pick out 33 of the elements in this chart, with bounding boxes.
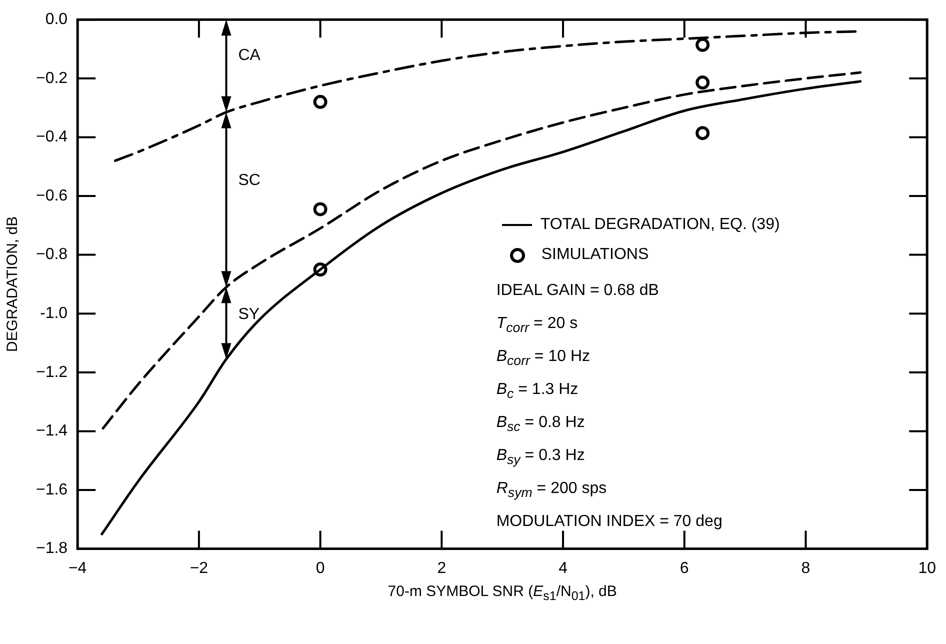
x-tick-label: 10 [918, 560, 936, 577]
annotation: B$_{corr}$ = 10 Hz [496, 346, 592, 370]
x-tick-label: −2 [190, 560, 208, 577]
y-tick-label: −0.4 [36, 128, 68, 146]
y-tick-label: −0.8 [36, 246, 68, 264]
x-tick-label: 8 [801, 560, 810, 577]
annotation: IDEAL GAIN = 0.68 dB [496, 280, 660, 301]
x-axis-title: 70-m SYMBOL SNR (E$_{s1}$/N$_{01}$), dB [388, 582, 617, 603]
x-tick-label: 4 [558, 560, 568, 577]
x-tick-label: −4 [68, 560, 87, 577]
annotation: B$_{sc}$ = 0.8 Hz [496, 412, 586, 436]
legend-label: TOTAL DEGRADATION, EQ. (39) [540, 216, 780, 234]
annotation: B$_{c}$ = 1.3 Hz [496, 380, 580, 403]
y-tick-label: 0.0 [45, 11, 68, 28]
y-tick-label: −1.8 [36, 540, 68, 558]
y-tick-label: -1.0 [40, 305, 68, 322]
x-tick-label: 6 [680, 560, 689, 577]
x-tick-label: 2 [437, 560, 446, 577]
y-tick-label: −0.2 [36, 70, 68, 87]
y-axis-title: DEGRADATION, dB [4, 216, 22, 352]
annotation: MODULATION INDEX = 70 deg [496, 512, 722, 532]
legend-label: SIMULATIONS [541, 246, 649, 264]
annotation: B$_{sy}$ = 0.3 Hz [496, 446, 586, 469]
y-tick-label: −1.2 [36, 364, 68, 381]
annotation: CA [238, 46, 260, 65]
y-tick-label: −1.6 [36, 481, 68, 498]
annotation: T$_{corr}$ = 20 s [496, 314, 579, 337]
annotation: SY [238, 306, 260, 324]
annotation: SC [238, 172, 260, 190]
annotation: R$_{sym}$ = 200 sps [496, 478, 608, 502]
x-tick-label: 0 [316, 560, 325, 577]
y-tick-label: −0.6 [36, 187, 68, 204]
y-tick-label: −1.4 [36, 422, 68, 440]
